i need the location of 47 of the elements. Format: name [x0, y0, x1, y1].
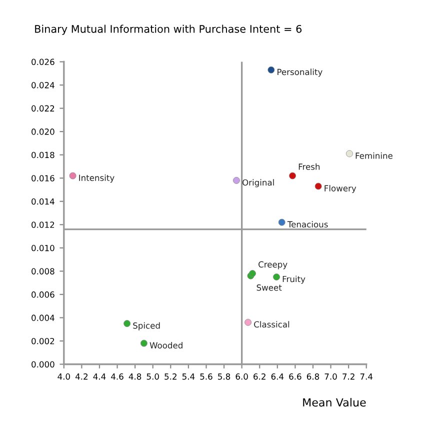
x-tick-label: 5.8	[218, 373, 230, 380]
annotation: Sweet	[256, 284, 282, 291]
chart-title: Binary Mutual Information with Purchase Intent = 6	[35, 24, 302, 35]
x-tick-label: 5.0	[146, 373, 159, 380]
y-tick-label: 0.008	[32, 268, 54, 274]
y-tick-label: 0.026	[32, 58, 54, 66]
x-tick-label: 4.2	[75, 373, 88, 380]
y-tick-label: 0.016	[32, 175, 54, 182]
y-tick-label: 0.014	[32, 198, 54, 205]
x-tick-label: 7.4	[360, 374, 373, 380]
x-tick-label: 4.8	[128, 373, 142, 380]
x-tick-label: 5.6	[200, 373, 212, 380]
y-tick-label: 0.018	[32, 152, 54, 158]
annotation: Spiced	[133, 322, 160, 330]
annotation: Wooded	[150, 342, 182, 348]
annotation: Creepy	[258, 261, 288, 270]
annotation: Original	[242, 179, 274, 188]
y-tick-label: 0.020	[32, 128, 54, 135]
annotation: Intensity	[79, 174, 114, 183]
x-tick-label: 5.2	[164, 373, 176, 380]
annotation: Fresh	[298, 163, 320, 170]
x-tick-label: 4.0	[58, 373, 70, 380]
x-tick-label: 4.6	[111, 373, 124, 380]
x-tick-label: 4.4	[93, 374, 106, 380]
x-tick-label: 6.2	[254, 373, 266, 380]
x-tick-label: 5.4	[182, 374, 195, 380]
x-tick-label: 7.0	[324, 373, 337, 380]
y-tick-label: 0.002	[32, 338, 54, 344]
annotation: Tenacious	[287, 221, 328, 228]
x-tick-label: 6.0	[236, 373, 248, 380]
annotation: Feminine	[356, 152, 392, 159]
annotation: Fruity	[282, 276, 306, 284]
y-tick-label: 0.012	[32, 222, 54, 228]
y-tick-label: 0.010	[32, 244, 54, 252]
x-tick-label: 6.8	[306, 373, 320, 380]
annotation: Personality	[278, 68, 322, 77]
annotation: Flowery	[324, 184, 356, 194]
annotation: Classical	[254, 321, 290, 328]
x-tick-label: 6.6	[289, 373, 302, 380]
y-tick-label: 0.000	[32, 361, 54, 368]
x-tick-label: 7.2	[342, 373, 354, 380]
x-axis-title: Mean Value	[303, 398, 366, 407]
y-tick-label: 0.024	[32, 82, 54, 88]
x-tick-label: 6.4	[271, 373, 284, 380]
y-tick-label: 0.022	[32, 105, 54, 112]
y-tick-label: 0.006	[32, 291, 54, 298]
y-tick-label: 0.004	[32, 314, 54, 321]
